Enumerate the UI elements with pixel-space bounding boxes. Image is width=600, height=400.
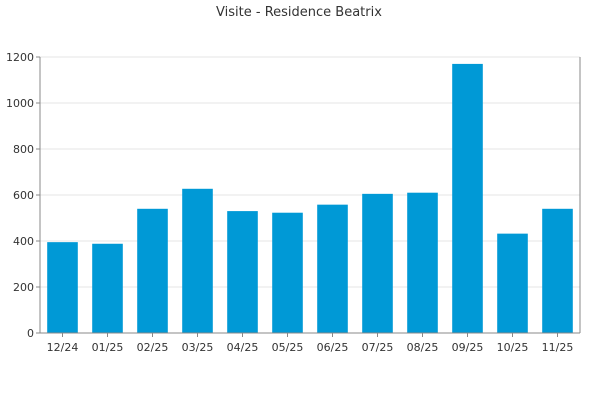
bar: [452, 63, 483, 334]
x-tick-label: 07/25: [362, 341, 394, 354]
x-tick-labels: 12/24 01/25 02/25 03/25 04/25 05/25 06/25 07/25…: [47, 333, 574, 354]
y-tick-label: 200: [13, 281, 34, 294]
bar: [227, 211, 258, 333]
y-tick-label: 0: [27, 327, 34, 340]
bars: [47, 63, 573, 334]
bar: [92, 243, 123, 333]
x-tick-label: 04/25: [227, 341, 259, 354]
bar: [317, 204, 348, 333]
bar: [542, 208, 573, 333]
y-tick-label: 800: [13, 143, 34, 156]
bar: [497, 233, 528, 333]
x-tick-label: 11/25: [542, 341, 574, 354]
y-tick-label: 1000: [6, 97, 34, 110]
y-tick-labels: 0 200 400 600 800 1000 1200: [6, 51, 40, 340]
bar: [47, 242, 78, 333]
chart-title: Visite - Residence Beatrix: [216, 5, 382, 20]
y-tick-label: 400: [13, 235, 34, 248]
x-tick-label: 01/25: [92, 341, 124, 354]
y-tick-label: 600: [13, 189, 34, 202]
bar: [407, 192, 438, 333]
x-tick-label: 08/25: [407, 341, 439, 354]
x-tick-label: 10/25: [497, 341, 529, 354]
bar: [272, 212, 303, 333]
bar: [137, 208, 168, 333]
grid-lines: [40, 56, 580, 288]
bar: [182, 188, 213, 333]
x-tick-label: 03/25: [182, 341, 214, 354]
x-tick-label: 12/24: [47, 341, 79, 354]
bar: [362, 193, 393, 333]
x-tick-label: 02/25: [137, 341, 169, 354]
x-tick-label: 05/25: [272, 341, 304, 354]
x-tick-label: 06/25: [317, 341, 349, 354]
y-tick-label: 1200: [6, 51, 34, 64]
x-tick-label: 09/25: [452, 341, 484, 354]
